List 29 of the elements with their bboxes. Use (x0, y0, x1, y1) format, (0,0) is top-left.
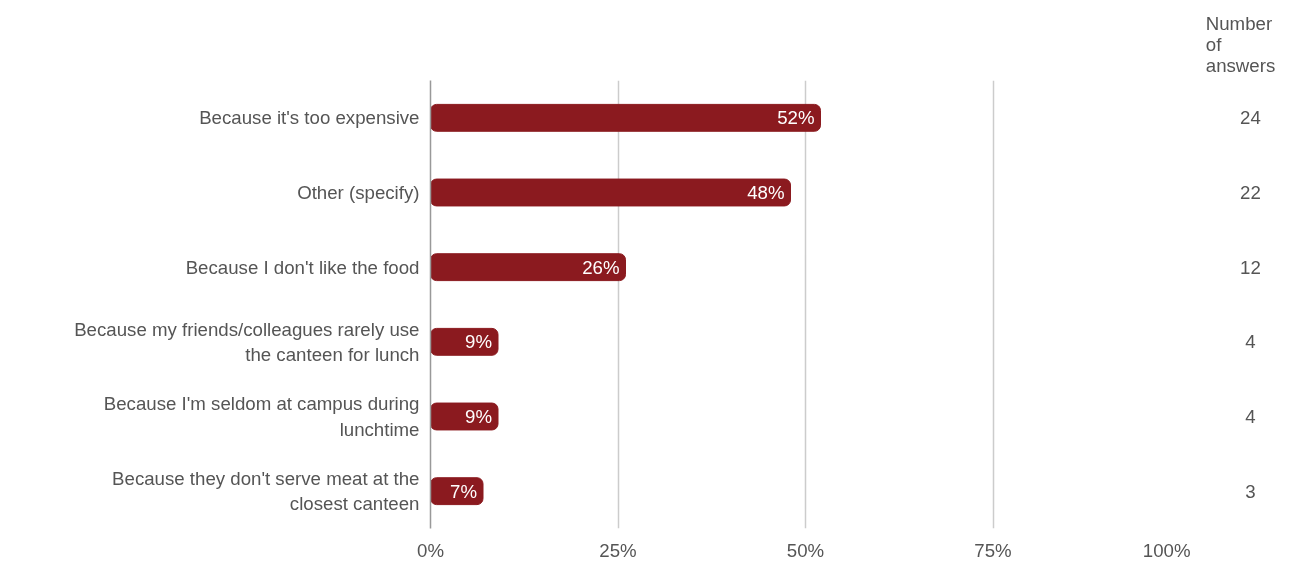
y-tick-label: Other (specify) (297, 182, 420, 203)
bar (430, 103, 821, 132)
bar (430, 402, 499, 431)
y-tick-label: Because I'm seldom at campus during lunchtime (103, 393, 420, 440)
y-tick-label: Because they don't serve meat at the closest canteen (112, 468, 420, 515)
text: 3 (1245, 480, 1256, 502)
y-tick-label: Because I don't like the food (185, 256, 420, 278)
x-tick-label: 25% (599, 539, 637, 561)
x-tick-label: 50% (786, 539, 825, 561)
bar (430, 327, 499, 356)
x-tick-label: 75% (974, 539, 1012, 561)
x-tick-label: 100% (1142, 539, 1191, 561)
text: 22 (1240, 182, 1261, 203)
data-label: 9% (465, 331, 492, 353)
y-tick-label: Because my friends/colleagues rarely use the canteen for lunch (74, 318, 420, 365)
text: 12 (1240, 256, 1261, 278)
data-label: 52% (777, 107, 815, 129)
data-label: 48% (747, 182, 785, 203)
bar (430, 178, 791, 207)
text: 4 (1245, 331, 1256, 353)
data-label: 26% (582, 256, 620, 278)
text: 24 (1240, 107, 1261, 129)
data-label: 7% (450, 480, 477, 502)
text: Number of answers (1205, 12, 1276, 76)
text: 4 (1245, 406, 1256, 427)
data-label: 9% (465, 406, 492, 427)
bar (430, 253, 626, 282)
y-tick-label: Because it's too expensive (199, 107, 420, 129)
x-tick-label: 0% (417, 539, 444, 561)
